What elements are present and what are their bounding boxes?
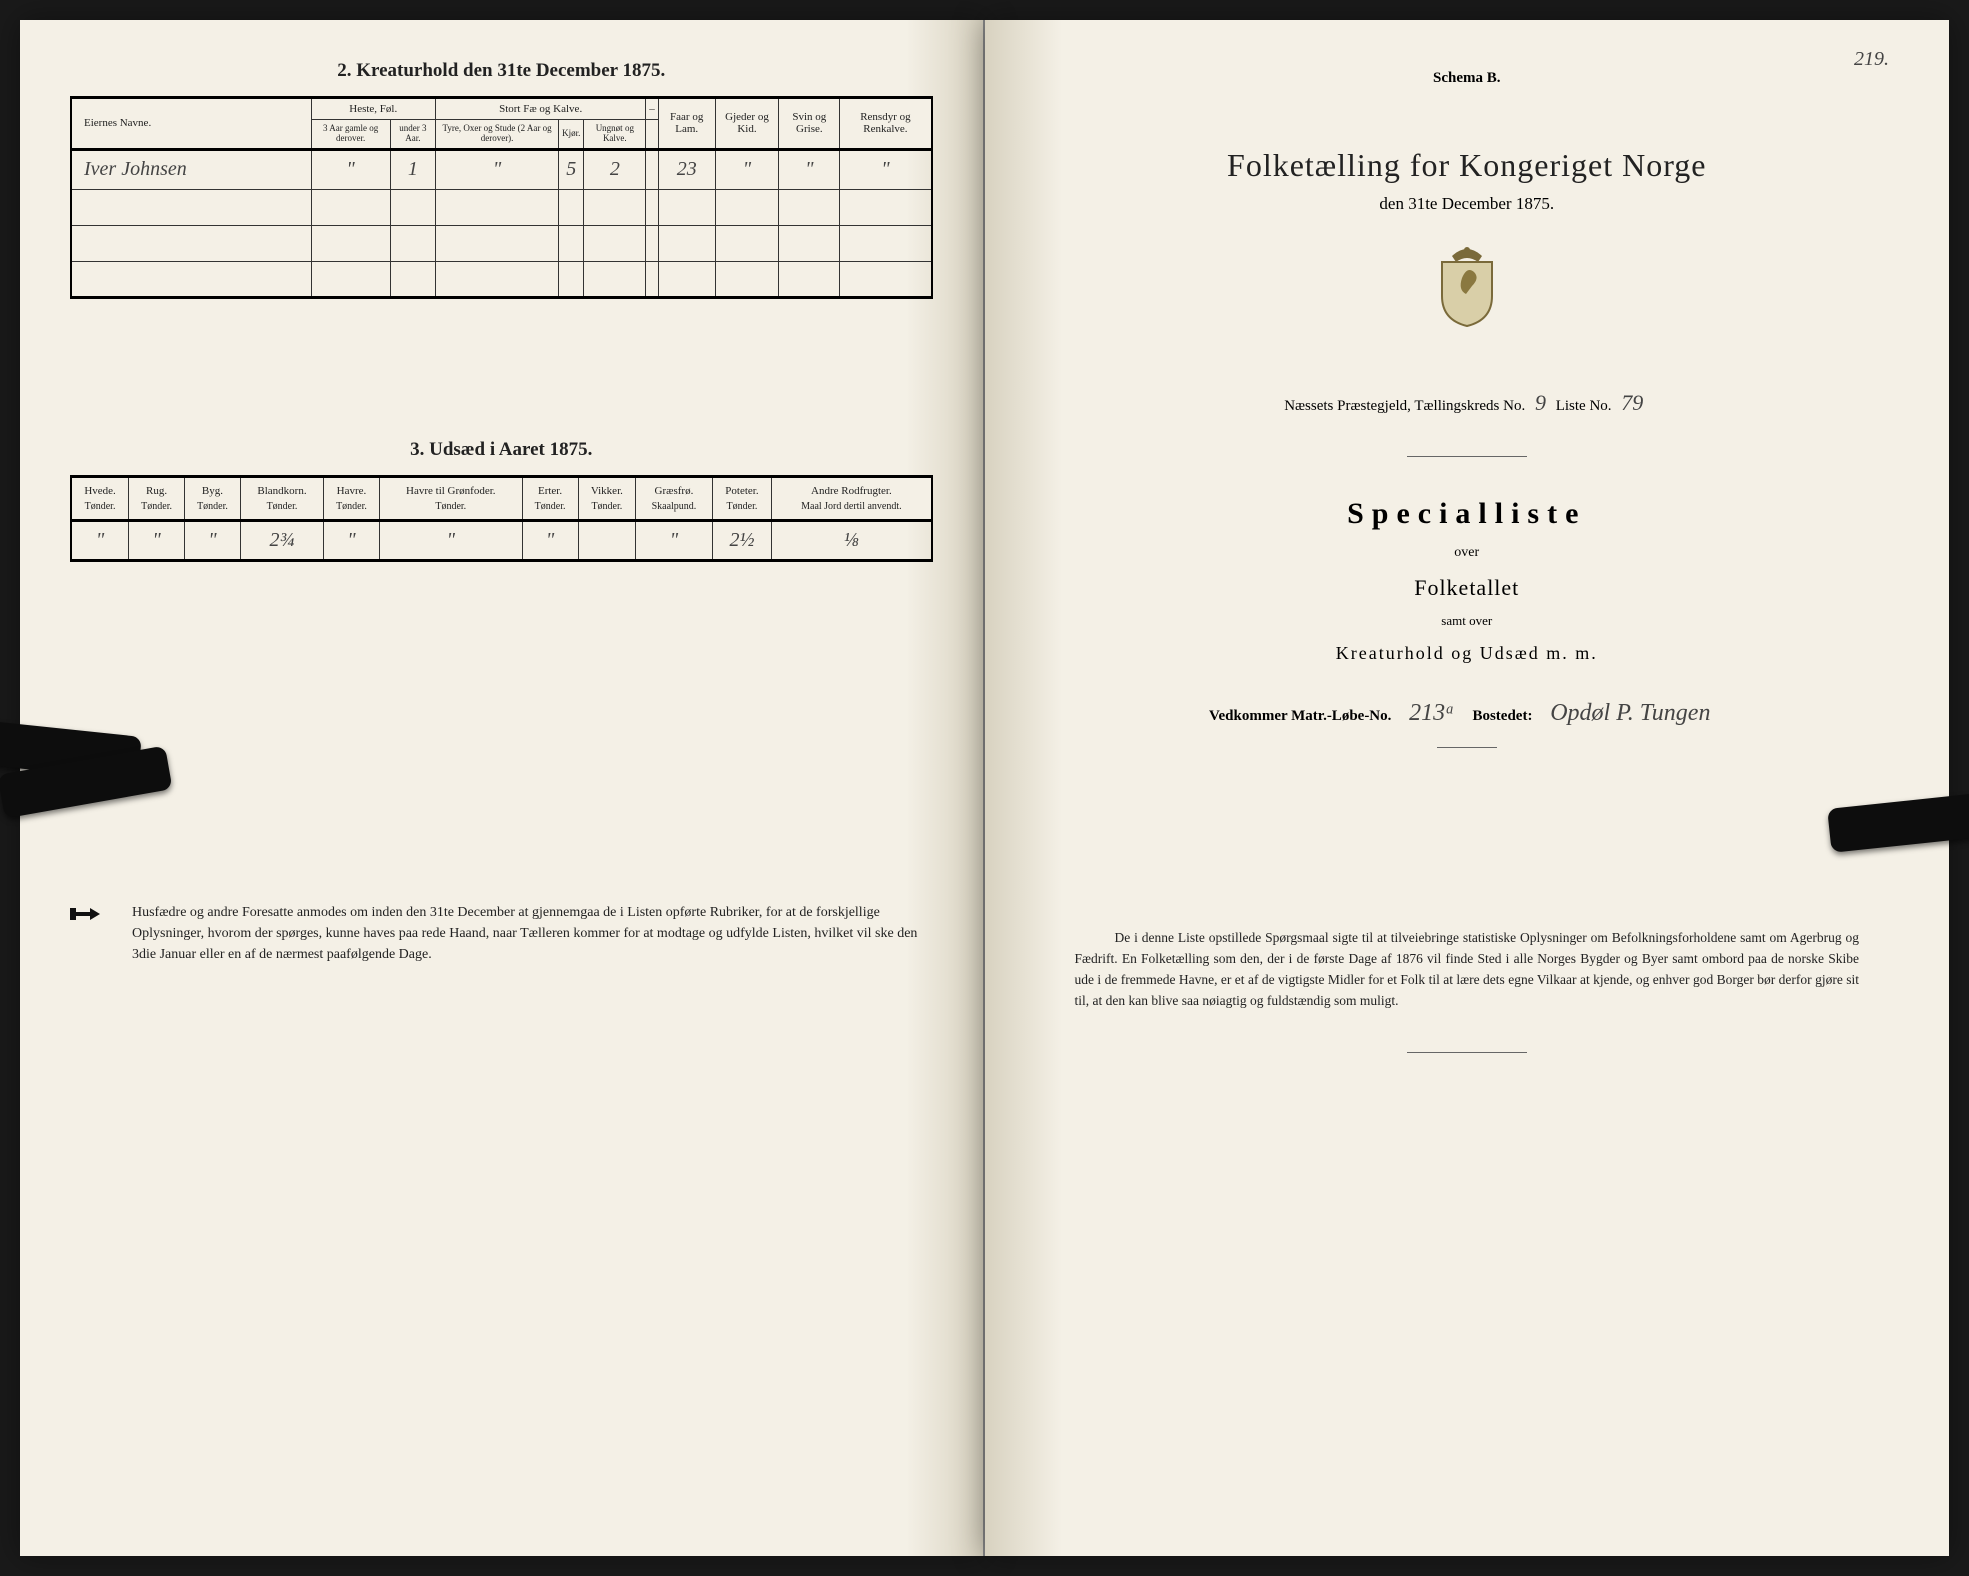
- th-udsad: Græsfrø.Skaalpund.: [636, 476, 712, 520]
- section2-title: 2. Kreaturhold den 31te December 1875.: [70, 60, 933, 82]
- th-goat: Gjeder og Kid.: [715, 98, 779, 150]
- pointing-hand-icon: [70, 902, 114, 926]
- book-spread: 2. Kreaturhold den 31te December 1875. E…: [20, 20, 1949, 1556]
- footnote-text: Husfædre og andre Foresatte anmodes om i…: [132, 902, 933, 965]
- schema-label: Schema B.: [1055, 70, 1880, 87]
- cell: ": [522, 520, 578, 560]
- cell: 2: [584, 149, 646, 189]
- cell: ": [71, 520, 129, 560]
- fill-liste: 79: [1621, 390, 1643, 415]
- kreatur-table: Eiernes Navne. Heste, Føl. Stort Fæ og K…: [70, 96, 933, 299]
- th-horse-a: 3 Aar gamle og derover.: [311, 120, 390, 150]
- fill-mid: Liste No.: [1556, 398, 1612, 414]
- cell: ": [324, 520, 380, 560]
- cell: [578, 520, 636, 560]
- th-owner: Eiernes Navne.: [71, 98, 311, 150]
- th-udsad: Byg.Tønder.: [185, 476, 241, 520]
- section3-title: 3. Udsæd i Aaret 1875.: [70, 439, 933, 461]
- th-udsad: Andre Rodfrugter.Maal Jord dertil anvend…: [772, 476, 932, 520]
- th-cattle-group: Stort Fæ og Kalve.: [436, 98, 646, 120]
- th-reindeer: Rensdyr og Renkalve.: [840, 98, 932, 150]
- main-title: Folketælling for Kongeriget Norge: [1055, 147, 1880, 184]
- fill-kreds: 9: [1535, 390, 1546, 415]
- spec-samt: samt over: [1055, 613, 1880, 629]
- divider: [1407, 1052, 1527, 1053]
- th-empty: –: [646, 98, 659, 120]
- th-cattle-c: Ungnøt og Kalve.: [584, 120, 646, 150]
- th-udsad: Poteter.Tønder.: [712, 476, 772, 520]
- th-pig: Svin og Grise.: [779, 98, 840, 150]
- main-subtitle: den 31te December 1875.: [1055, 194, 1880, 214]
- table-row: [71, 261, 932, 297]
- table-row: [71, 189, 932, 225]
- cell: 23: [658, 149, 715, 189]
- left-page: 2. Kreaturhold den 31te December 1875. E…: [20, 20, 985, 1556]
- cell: ": [840, 149, 932, 189]
- table-row: Iver Johnsen " 1 " 5 2 23 " " ": [71, 149, 932, 189]
- cell: ⅛: [772, 520, 932, 560]
- divider: [1407, 456, 1527, 457]
- cell: ": [779, 149, 840, 189]
- spec-folketallet: Folketallet: [1055, 575, 1880, 601]
- page-clip: [1827, 791, 1969, 853]
- spec-kreatur: Kreaturhold og Udsæd m. m.: [1055, 643, 1880, 664]
- cell: 5: [559, 149, 584, 189]
- cell: ": [436, 149, 559, 189]
- parish-line: Næssets Præstegjeld, Tællingskreds No. 9…: [1055, 390, 1880, 416]
- right-footnote: De i denne Liste opstillede Spørgsmaal s…: [1055, 928, 1880, 1012]
- table-row: [71, 225, 932, 261]
- th-cattle-a: Tyre, Oxer og Stude (2 Aar og derover).: [436, 120, 559, 150]
- spec-title: Specialliste: [1055, 497, 1880, 531]
- th-sheep: Faar og Lam.: [658, 98, 715, 150]
- th-udsad: Blandkorn.Tønder.: [240, 476, 323, 520]
- th-udsad: Havre.Tønder.: [324, 476, 380, 520]
- matr-no: 213ᵃ: [1409, 700, 1455, 726]
- cell: ": [636, 520, 712, 560]
- th-blank: [646, 120, 659, 150]
- cell: ": [311, 149, 390, 189]
- fill-pre: Næssets Præstegjeld, Tællingskreds No.: [1284, 398, 1525, 414]
- cell: 2¾: [240, 520, 323, 560]
- coat-of-arms-icon: [1432, 244, 1502, 330]
- cell: ": [715, 149, 779, 189]
- cell: 2½: [712, 520, 772, 560]
- th-horse-b: under 3 Aar.: [390, 120, 435, 150]
- th-udsad: Vikker.Tønder.: [578, 476, 636, 520]
- matr-place: Opdøl P. Tungen: [1550, 700, 1710, 726]
- matr-line: Vedkommer Matr.-Løbe-No. 213ᵃ Bostedet: …: [1055, 700, 1880, 727]
- cell: [646, 149, 659, 189]
- udsad-table: Hvede.Tønder.Rug.Tønder.Byg.Tønder.Bland…: [70, 475, 933, 562]
- th-udsad: Erter.Tønder.: [522, 476, 578, 520]
- cell: ": [129, 520, 185, 560]
- th-horse-group: Heste, Føl.: [311, 98, 436, 120]
- matr-pre: Vedkommer Matr.-Løbe-No.: [1209, 708, 1391, 724]
- th-cattle-b: Kjør.: [559, 120, 584, 150]
- cell: 1: [390, 149, 435, 189]
- cell-owner: Iver Johnsen: [71, 149, 311, 189]
- left-footnote: Husfædre og andre Foresatte anmodes om i…: [70, 902, 933, 965]
- right-page: 219. Schema B. Folketælling for Kongerig…: [985, 20, 1950, 1556]
- cell: ": [185, 520, 241, 560]
- matr-mid: Bostedet:: [1472, 708, 1532, 724]
- page-number: 219.: [1854, 48, 1889, 71]
- divider: [1437, 747, 1497, 748]
- spec-over: over: [1055, 545, 1880, 561]
- th-udsad: Havre til Grønfoder.Tønder.: [379, 476, 522, 520]
- th-udsad: Rug.Tønder.: [129, 476, 185, 520]
- th-udsad: Hvede.Tønder.: [71, 476, 129, 520]
- cell: ": [379, 520, 522, 560]
